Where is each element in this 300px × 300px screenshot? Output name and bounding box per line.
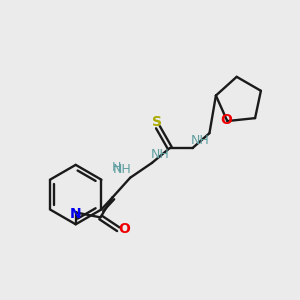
- Text: O: O: [220, 113, 232, 127]
- Text: O: O: [118, 222, 130, 236]
- Text: NH: NH: [191, 134, 210, 147]
- Text: H: H: [112, 161, 121, 174]
- Text: NH: NH: [151, 148, 169, 161]
- Text: S: S: [152, 115, 162, 129]
- Text: N: N: [70, 207, 82, 221]
- Text: NH: NH: [113, 163, 132, 176]
